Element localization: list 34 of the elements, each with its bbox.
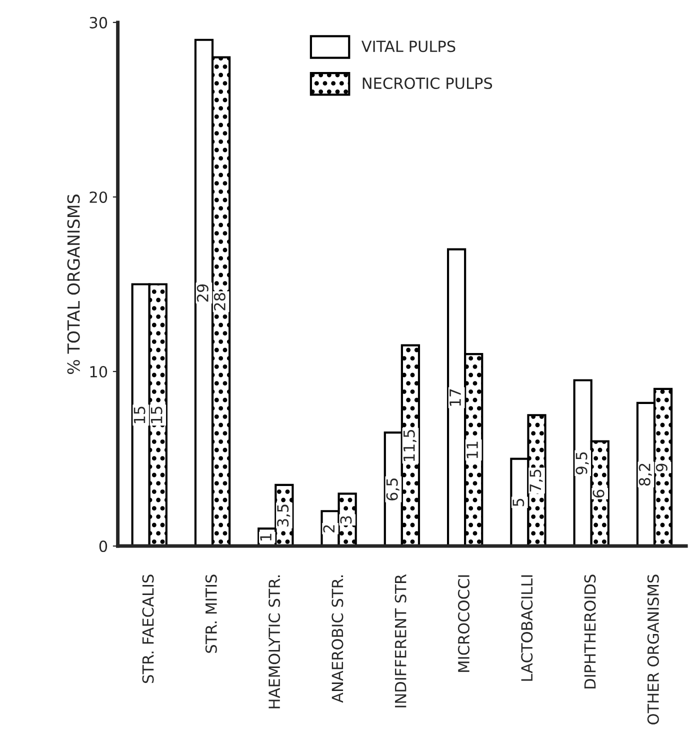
legend-label: NECROTIC PULPS [362, 77, 492, 90]
data-label: 11,5 [404, 430, 416, 462]
x-tick-label: MICROCOCCI [458, 575, 470, 672]
data-label: 15 [134, 406, 146, 424]
data-label: 7,5 [530, 470, 543, 492]
y-tick-label: 20 [90, 191, 108, 203]
y-tick-label: 10 [90, 366, 108, 378]
data-label: 3,5 [277, 504, 290, 526]
legend-label: VITAL PULPS [361, 40, 456, 52]
x-tick-label: HAEMOLYTIC STR. [268, 575, 280, 708]
data-label: 28 [214, 293, 226, 310]
data-label: 6,5 [386, 478, 400, 500]
x-tick-label: STR. MITIS [205, 574, 217, 653]
x-tick-label: OTHER ORGANISMS [647, 574, 659, 724]
data-label: 9 [656, 464, 668, 472]
x-tick-label: STR. FAECALIS [142, 574, 154, 683]
data-label: 6 [592, 490, 604, 498]
data-label: 2 [323, 525, 334, 532]
x-tick-label: LACTOBACILLI [521, 575, 533, 681]
x-tick-label: INDIFFERENT STR [394, 574, 406, 708]
y-axis-title: % TOTAL ORGANISMS [67, 194, 80, 374]
data-label: 1 [260, 534, 272, 540]
y-tick-label: 30 [90, 16, 108, 28]
data-label: 11 [466, 442, 478, 458]
data-label: 3 [340, 516, 352, 524]
data-label: 15 [150, 406, 162, 424]
data-label: 5 [512, 498, 524, 506]
data-label: 17 [450, 389, 461, 406]
data-label: 29 [196, 284, 208, 302]
data-label: 8,2 [638, 464, 652, 486]
x-tick-label: DIPHTHEROIDS [584, 574, 596, 688]
y-tick-label: 0 [99, 540, 108, 552]
data-label: 9,5 [576, 452, 589, 474]
x-tick-label: ANAEROBIC STR. [332, 575, 344, 703]
